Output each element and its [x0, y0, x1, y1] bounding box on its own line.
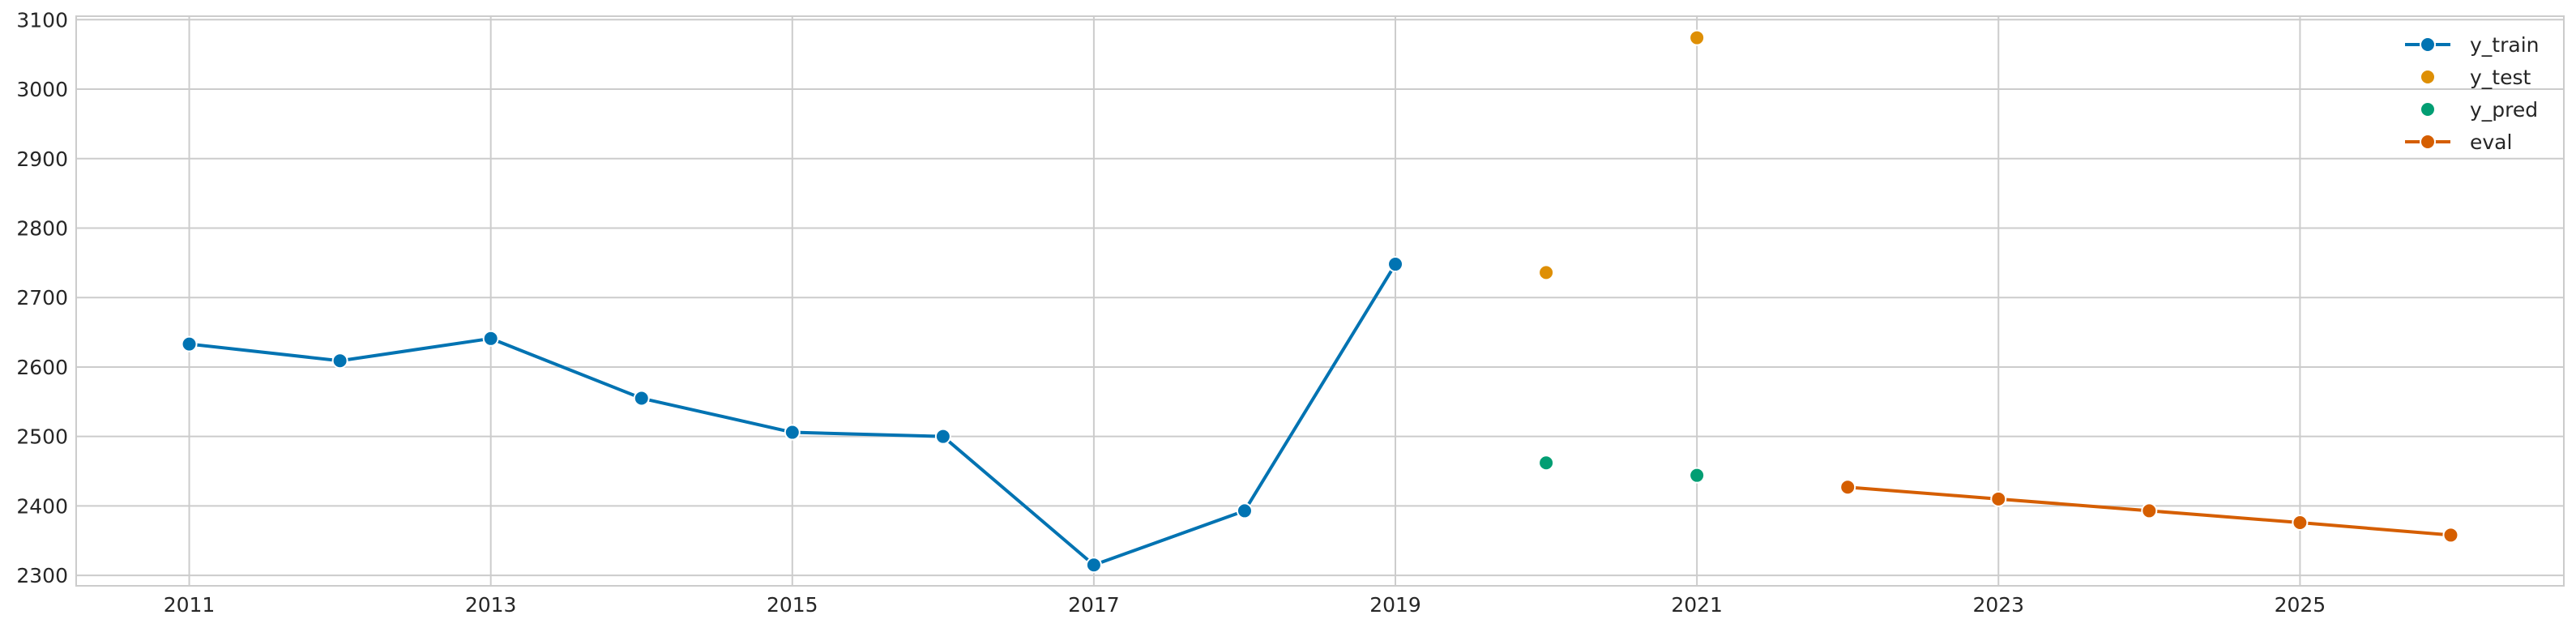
y-tick-label: 2700: [16, 286, 68, 310]
series-eval: [1839, 479, 2459, 544]
data-point: [1839, 479, 1856, 496]
x-tick-label: 2023: [1972, 593, 2024, 617]
data-point: [1990, 490, 2007, 507]
data-point: [1538, 455, 1555, 472]
data-point: [633, 390, 650, 407]
y-tick-label: 3000: [16, 78, 68, 101]
data-point: [2292, 514, 2309, 531]
legend-item-y-test: y_test: [2420, 66, 2531, 89]
legend-marker-swatch: [2420, 134, 2436, 150]
x-tick-label: 2013: [465, 593, 517, 617]
series-y-test: [1538, 29, 1706, 281]
data-point: [331, 352, 348, 369]
y-tick-label: 2600: [16, 356, 68, 379]
legend-marker-swatch: [2420, 36, 2436, 53]
axis-tick-labels: 2011 2013 2015 2017 2019 2021 2023 2025 2300 2400…: [16, 8, 2326, 617]
legend-item-y-train: y_train: [2405, 33, 2540, 57]
y-tick-label: 2900: [16, 147, 68, 171]
y-tick-label: 2400: [16, 494, 68, 518]
y-tick-label: 2800: [16, 216, 68, 240]
x-tick-label: 2017: [1068, 593, 1120, 617]
legend-label: eval: [2470, 130, 2512, 154]
data-point: [1387, 256, 1404, 273]
data-point: [181, 335, 198, 352]
data-point: [2141, 502, 2158, 519]
plot-background: [76, 16, 2564, 586]
y-tick-label: 3100: [16, 8, 68, 32]
series-y-pred: [1538, 455, 1706, 484]
plot-frame: [75, 15, 2565, 587]
legend-marker-swatch: [2420, 101, 2436, 117]
legend-label: y_test: [2470, 66, 2531, 89]
y-tick-label: 2500: [16, 425, 68, 449]
x-tick-label: 2025: [2275, 593, 2326, 617]
data-point: [482, 330, 499, 347]
x-tick-label: 2011: [164, 593, 216, 617]
x-tick-label: 2019: [1369, 593, 1421, 617]
y-tick-label: 2300: [16, 564, 68, 587]
legend-item-y-pred: y_pred: [2420, 98, 2538, 122]
legend-marker-swatch: [2420, 69, 2436, 85]
data-point: [784, 424, 801, 441]
data-point: [1236, 502, 1253, 519]
data-point: [1689, 29, 1706, 46]
legend-label: y_train: [2470, 33, 2540, 57]
x-tick-label: 2021: [1671, 593, 1723, 617]
data-point: [934, 428, 951, 445]
data-point: [1085, 557, 1102, 574]
series-y-train: [181, 256, 1404, 574]
x-tick-label: 2015: [767, 593, 818, 617]
data-point: [2442, 527, 2459, 544]
data-point: [1689, 467, 1706, 484]
legend-label: y_pred: [2470, 98, 2538, 122]
data-point: [1538, 264, 1555, 281]
legend-item-eval: eval: [2405, 130, 2512, 154]
data-series: [181, 29, 2459, 574]
